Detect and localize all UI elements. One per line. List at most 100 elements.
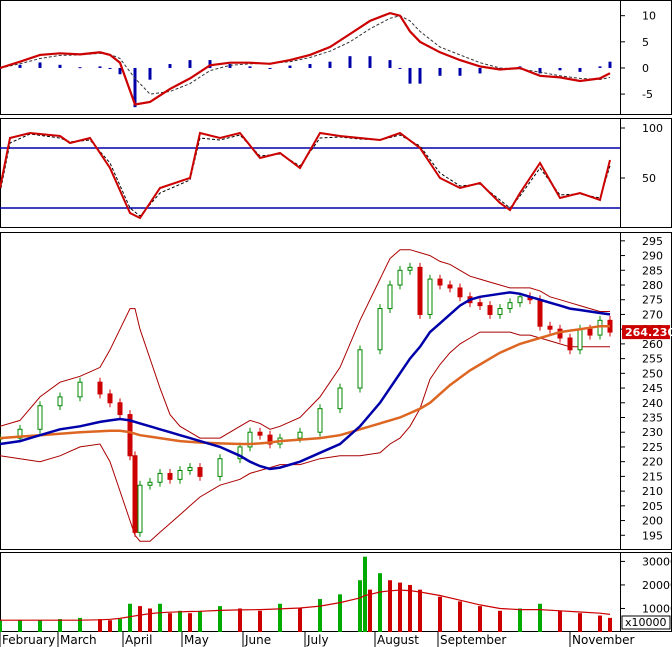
volume-tick-label: 20000 (642, 579, 672, 592)
volume-bar (518, 608, 522, 632)
month-label: March (60, 633, 97, 647)
price-candle-body (157, 472, 163, 483)
volume-tick-label: 10000 (642, 602, 672, 615)
price-candle-body (587, 328, 593, 336)
volume-bar (478, 606, 482, 632)
macd-histogram-bar (78, 67, 82, 69)
short-moving-average-line (0, 291, 611, 471)
macd-histogram-bar (458, 67, 462, 76)
macd-histogram-bar (38, 62, 42, 68)
volume-bar (218, 606, 222, 632)
price-tick-label: 285 (642, 264, 663, 277)
price-tick-label: 195 (642, 529, 663, 542)
volume-bar (258, 610, 262, 632)
price-candle-body (137, 484, 143, 533)
price-tick-label: 250 (642, 367, 663, 380)
macd-histogram-bar (308, 64, 312, 68)
macd-histogram-bar (388, 60, 392, 68)
volume-bar (538, 603, 542, 632)
price-candle-body (447, 284, 453, 289)
panel-frames (0, 0, 672, 632)
price-candle-body (77, 381, 83, 398)
volume-bar (388, 580, 392, 632)
volume-panel: 30000 20000 10000x10000 (0, 555, 672, 632)
price-candle-body (237, 446, 243, 460)
volume-bar (378, 573, 382, 632)
volume-tick-label: 30000 (642, 555, 672, 568)
price-candle-body (357, 349, 363, 389)
macd-tick-label: -5 (642, 88, 653, 101)
macd-histogram-bar (228, 64, 232, 68)
price-candle-body (457, 287, 463, 298)
macd-histogram-bar (538, 67, 542, 74)
volume-bar (148, 608, 152, 632)
price-candle-body (57, 396, 63, 407)
macd-histogram-bar (398, 67, 402, 69)
price-tick-label: 275 (642, 294, 663, 307)
volume-bar (338, 594, 342, 632)
volume-bar (38, 620, 42, 632)
macd-histogram-bar (598, 66, 602, 68)
price-candle-body (377, 308, 383, 351)
macd-histogram-bar (478, 67, 482, 74)
price-tick-label: 210 (642, 485, 663, 498)
price-candle-body (497, 308, 503, 315)
price-candle-body (107, 393, 113, 404)
price-candle-body (387, 284, 393, 310)
macd-histogram-bar (408, 67, 412, 84)
macd-histogram-bar (133, 67, 137, 108)
volume-bar (398, 582, 402, 632)
volume-bar (138, 606, 142, 632)
price-candle-body (197, 467, 203, 477)
price-candle-body (247, 431, 253, 448)
price-candle-body (537, 299, 543, 327)
price-candle-body (132, 455, 138, 533)
macd-histogram-bar (348, 56, 352, 68)
macd-histogram-bar (18, 64, 22, 68)
volume-bar (368, 589, 372, 632)
price-candle-body (117, 402, 123, 416)
macd-histogram-bar (578, 67, 582, 72)
price-candle-body (477, 302, 483, 307)
volume-bar (128, 603, 132, 632)
volume-bar (278, 603, 282, 632)
stochastic-tick-label: 100 (642, 122, 663, 135)
macd-histogram-bar (268, 67, 272, 69)
macd-histogram-bar (438, 67, 442, 76)
price-candle-body (127, 414, 133, 457)
volume-bar (158, 603, 162, 632)
macd-histogram-bar (288, 65, 292, 68)
price-candle-body (187, 467, 193, 471)
price-candle-body (217, 458, 223, 477)
price-candle-body (257, 431, 263, 436)
volume-bar (458, 601, 462, 632)
price-tick-label: 280 (642, 279, 663, 292)
macd-histogram-bar (558, 67, 562, 71)
price-candle-body (147, 481, 153, 486)
month-label: February (2, 633, 55, 647)
macd-histogram-bar (248, 66, 252, 68)
price-tick-label: 215 (642, 470, 663, 483)
macd-tick-label: 5 (642, 36, 649, 49)
volume-bar (118, 619, 122, 632)
volume-bar (363, 556, 367, 632)
macd-histogram-bar (58, 64, 62, 68)
macd-histogram-bar (118, 67, 122, 75)
price-tick-label: 225 (642, 441, 663, 454)
month-axis: February March April May June July August Septe… (0, 632, 634, 647)
month-label: September (440, 633, 506, 647)
bollinger-upper-band (0, 249, 610, 439)
month-label: August (377, 633, 419, 647)
macd-panel: 10 5 0 -5 (0, 10, 656, 108)
price-tick-label: 240 (642, 397, 663, 410)
price-tick-label: 270 (642, 308, 663, 321)
price-candle-body (97, 381, 103, 395)
month-label: May (184, 633, 209, 647)
price-candle-body (397, 269, 403, 286)
volume-bar (178, 610, 182, 632)
macd-histogram-bar (418, 67, 422, 84)
volume-bar (98, 619, 102, 632)
volume-moving-average-line (0, 589, 611, 621)
volume-bar (358, 580, 362, 632)
